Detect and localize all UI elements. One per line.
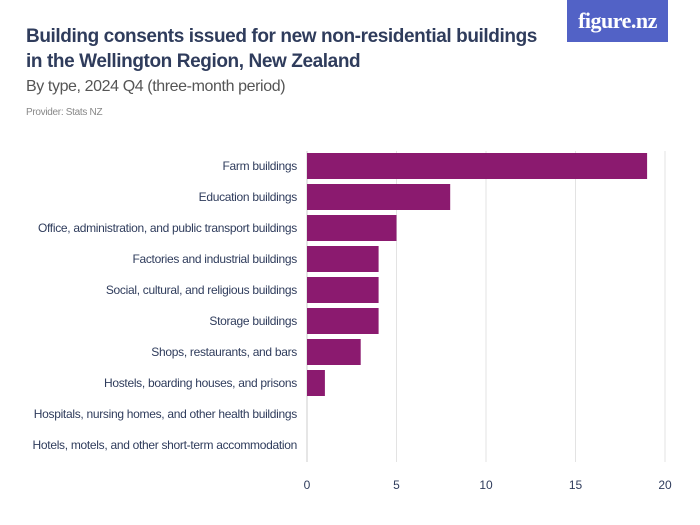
chart-title: Building consents issued for new non-res… (26, 26, 537, 72)
category-label: Hospitals, nursing homes, and other heal… (34, 407, 298, 421)
bar (307, 370, 325, 396)
chart-subtitle: By type, 2024 Q4 (three-month period) (26, 78, 286, 95)
category-label: Social, cultural, and religious building… (106, 283, 297, 297)
provider-label: Provider: Stats NZ (26, 107, 103, 118)
category-label: Factories and industrial buildings (132, 252, 297, 266)
category-label: Hostels, boarding houses, and prisons (104, 376, 297, 390)
category-label: Shops, restaurants, and bars (151, 345, 297, 359)
x-tick-label: 5 (393, 478, 400, 492)
x-tick-label: 10 (479, 478, 493, 492)
category-label: Hotels, motels, and other short-term acc… (33, 438, 297, 452)
category-label: Office, administration, and public trans… (38, 221, 297, 235)
category-label: Storage buildings (209, 314, 297, 328)
bar (307, 308, 379, 334)
bar (307, 153, 648, 179)
bar (307, 215, 397, 241)
figure-nz-logo: figure.nz (567, 0, 668, 42)
x-tick-label: 15 (569, 478, 583, 492)
bar (307, 246, 379, 272)
x-tick-label: 20 (658, 478, 672, 492)
category-label: Farm buildings (223, 159, 298, 173)
bar (307, 277, 379, 303)
x-tick-label: 0 (304, 478, 311, 492)
bar (307, 339, 361, 365)
category-label: Education buildings (199, 190, 298, 204)
bar (307, 184, 451, 210)
